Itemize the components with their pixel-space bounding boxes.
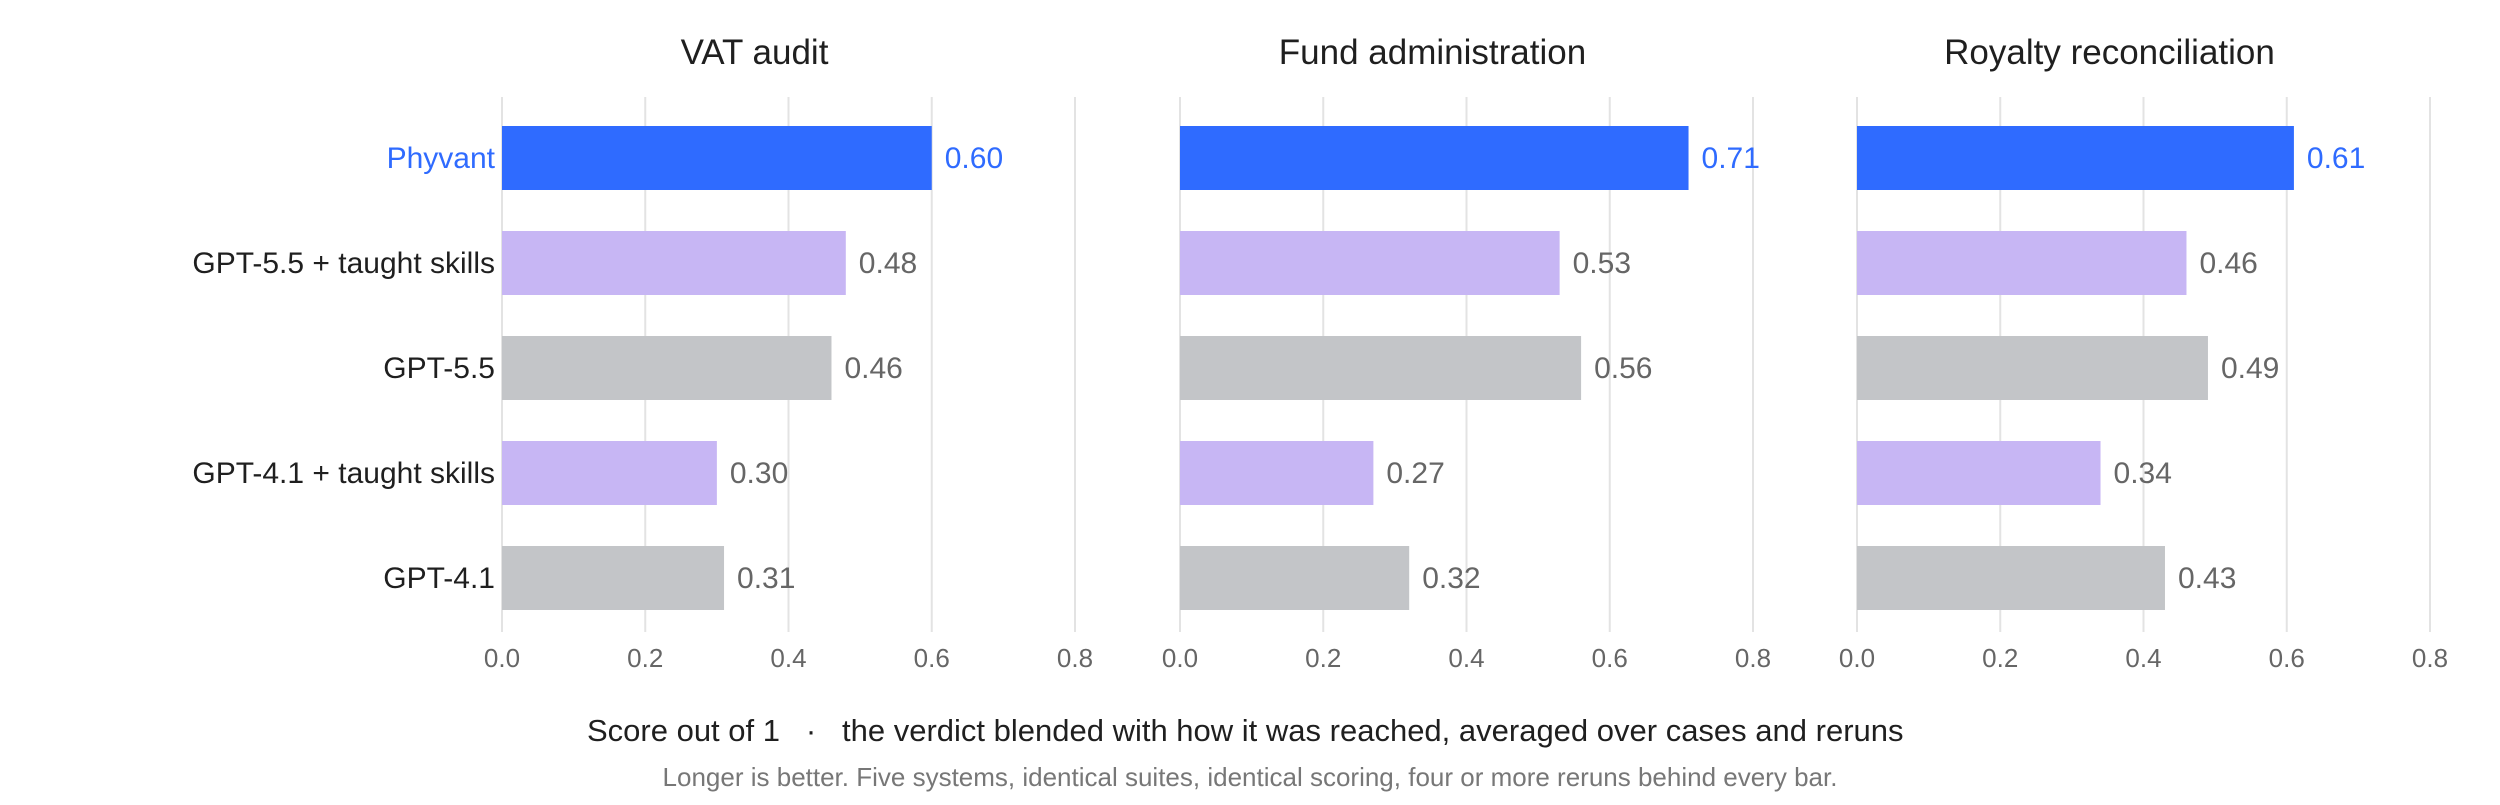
x-tick-label: 0.6 [914,643,950,673]
bar [1180,441,1374,505]
bar [1857,336,2208,400]
x-tick-label: 0.6 [1592,643,1628,673]
x-tick-label: 0.2 [1982,643,2018,673]
data-label: 0.61 [2307,142,2365,175]
chart-panel-3: 0.0 0.2 0.4 0.6 0.8 Royalty reconciliation 0.6… [1839,33,2448,673]
x-tick-label: 0.0 [1162,643,1198,673]
bar [1180,546,1410,610]
panel-title: VAT audit [681,33,829,72]
category-label: GPT-5.5 + taught skills [192,247,495,280]
bar [1857,231,2187,295]
x-tick-label: 0.8 [2412,643,2448,673]
data-label: 0.27 [1386,457,1444,490]
bar [1180,336,1582,400]
chart-panel-1: 0.0 0.2 0.4 0.6 0.8 VAT audit 0.60 Phyvant 0.48 G… [192,33,1093,673]
category-label: GPT-4.1 [383,562,495,595]
bar [1180,126,1689,190]
x-tick-label: 0.4 [2125,643,2161,673]
category-label: GPT-4.1 + taught skills [192,457,495,490]
data-label: 0.53 [1573,247,1631,280]
bar [502,441,717,505]
data-label: 0.43 [2178,562,2236,595]
data-label: 0.32 [1422,562,1480,595]
x-tick-label: 0.0 [484,643,520,673]
chart-note: Longer is better. Five systems, identica… [663,762,1838,792]
x-tick-label: 0.8 [1735,643,1771,673]
x-tick-label: 0.4 [770,643,806,673]
x-tick-label: 0.2 [627,643,663,673]
x-tick-label: 0.2 [1305,643,1341,673]
bar [1857,126,2294,190]
data-label: 0.56 [1594,352,1652,385]
data-label: 0.71 [1702,142,1760,175]
bar [1857,441,2101,505]
data-label: 0.49 [2221,352,2279,385]
panel-title: Royalty reconciliation [1944,33,2275,72]
category-label: GPT-5.5 [383,352,495,385]
x-tick-label: 0.8 [1057,643,1093,673]
bar [502,126,932,190]
data-label: 0.60 [945,142,1003,175]
panel-title: Fund administration [1279,33,1586,72]
data-label: 0.46 [2199,247,2257,280]
caption-detail: the verdict blended with how it was reac… [842,713,1904,748]
data-label: 0.31 [737,562,795,595]
bar [502,336,832,400]
chart-panel-2: 0.0 0.2 0.4 0.6 0.8 Fund administration 0.71 0.… [1162,33,1771,673]
x-tick-label: 0.0 [1839,643,1875,673]
bar [1857,546,2165,610]
bar [502,231,846,295]
data-label: 0.48 [859,247,917,280]
bar [502,546,725,610]
caption-separator: · [806,713,816,748]
category-label: Phyvant [387,142,496,175]
data-label: 0.34 [2114,457,2172,490]
data-label: 0.30 [730,457,788,490]
data-label: 0.46 [844,352,902,385]
x-tick-label: 0.4 [1448,643,1484,673]
x-tick-label: 0.6 [2269,643,2305,673]
caption-main: Score out of 1 [587,713,780,748]
bar [1180,231,1560,295]
